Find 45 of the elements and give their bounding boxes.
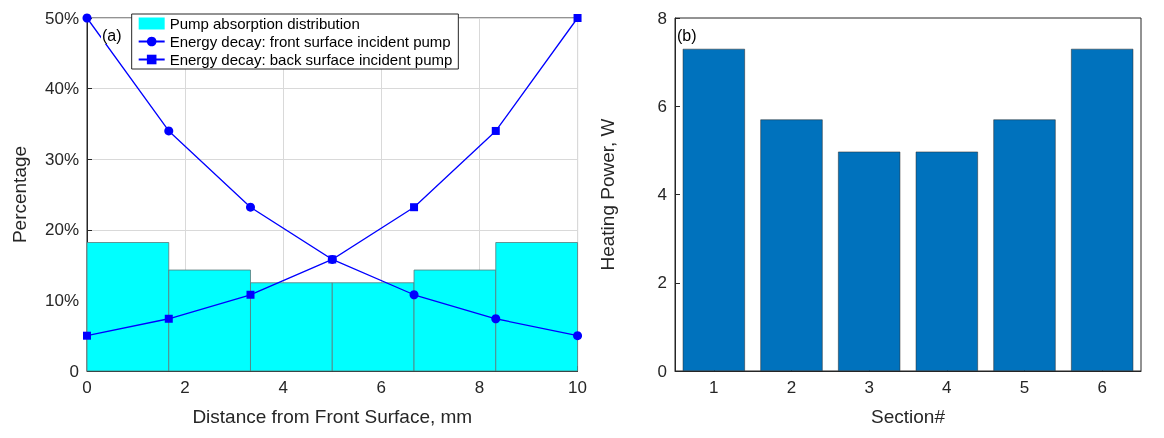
- point: [573, 331, 583, 341]
- point: [164, 314, 173, 323]
- x-tick-label: 4: [942, 378, 952, 397]
- x-tick-label: 6: [376, 378, 387, 397]
- x-tick-label: 2: [786, 378, 797, 397]
- y-axis-title: Heating Power, W: [597, 118, 618, 271]
- y-tick-label: 30%: [44, 149, 79, 169]
- point: [573, 14, 582, 22]
- annotation: (b): [677, 26, 697, 44]
- point: [410, 203, 419, 212]
- y-tick-label: 10%: [44, 290, 79, 310]
- x-tick-label: 4: [278, 378, 288, 397]
- y-tick-label: 0: [69, 361, 79, 381]
- legend-label: Pump absorption distribution: [169, 15, 360, 32]
- x-tick-label: 5: [1019, 378, 1030, 397]
- x-tick-label: 1: [709, 378, 719, 397]
- point: [246, 202, 255, 212]
- point: [328, 255, 337, 264]
- x-axis-title: Distance from Front Surface, mm: [192, 406, 473, 427]
- y-tick-label: 2: [657, 273, 667, 293]
- point: [491, 126, 500, 135]
- annotation: (a): [102, 26, 122, 44]
- point: [83, 331, 91, 340]
- point: [164, 126, 174, 136]
- legend-label: Energy decay: back surface incident pump: [169, 51, 453, 68]
- point: [409, 290, 419, 300]
- point: [246, 290, 255, 299]
- legend-label: Energy decay: front surface incident pump: [169, 33, 451, 50]
- x-tick-label: 3: [864, 378, 874, 397]
- x-axis-title: Section#: [871, 406, 946, 427]
- point: [491, 314, 501, 324]
- y-tick-label: 40%: [44, 79, 79, 99]
- y-tick-label: 50%: [44, 8, 79, 28]
- x-tick-label: 0: [82, 378, 92, 397]
- y-tick-label: 8: [657, 8, 667, 28]
- x-tick-label: 10: [568, 378, 588, 397]
- y-tick-label: 6: [657, 96, 667, 116]
- x-tick-label: 2: [180, 378, 190, 397]
- point: [82, 13, 92, 23]
- x-tick-label: 6: [1097, 378, 1107, 397]
- y-tick-label: 0: [657, 361, 667, 381]
- y-tick-label: 4: [657, 185, 667, 204]
- x-tick-label: 8: [474, 378, 485, 397]
- y-axis-title: Percentage: [9, 145, 30, 244]
- y-tick-label: 20%: [44, 220, 79, 240]
